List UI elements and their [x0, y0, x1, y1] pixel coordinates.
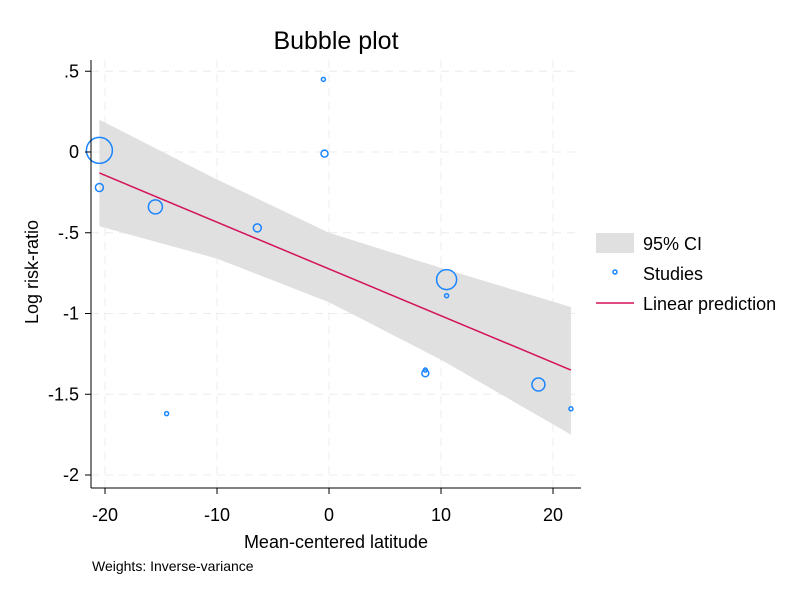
- legend-ci-label: 95% CI: [643, 234, 702, 254]
- study-bubble: [320, 149, 329, 158]
- study-bubble: [568, 406, 574, 412]
- study-bubble: [531, 377, 546, 392]
- y-axis-label: Log risk-ratio: [22, 220, 42, 324]
- x-tick-label: 10: [431, 505, 451, 525]
- x-ticks: -20 -10 0 10 20: [92, 488, 563, 525]
- x-tick-label: 20: [543, 505, 563, 525]
- study-bubble: [421, 369, 430, 378]
- study-bubble: [320, 76, 327, 83]
- y-tick-label: 0: [69, 142, 79, 162]
- studies: [85, 76, 574, 417]
- weights-note: Weights: Inverse-variance: [92, 558, 254, 574]
- study-bubble: [252, 223, 263, 233]
- legend-line-label: Linear prediction: [643, 294, 776, 314]
- x-tick-label: -20: [92, 505, 118, 525]
- y-tick-label: -1.5: [48, 384, 79, 404]
- y-tick-label: -1: [63, 304, 79, 324]
- study-bubble: [85, 136, 114, 165]
- study-bubble: [94, 182, 105, 193]
- y-tick-label: .5: [64, 61, 79, 81]
- y-tick-label: -2: [63, 465, 79, 485]
- legend-ci-swatch: [596, 233, 634, 253]
- prediction-line: [99, 172, 572, 371]
- ci-band: [99, 119, 571, 435]
- legend: 95% CI Studies Linear prediction: [596, 233, 776, 314]
- study-bubble: [443, 292, 450, 299]
- x-axis-label: Mean-centered latitude: [244, 532, 428, 552]
- y-ticks: .5 0 -.5 -1 -1.5 -2: [48, 61, 91, 485]
- linear-prediction: [99, 172, 572, 371]
- legend-studies-label: Studies: [643, 264, 703, 284]
- study-bubble: [435, 268, 458, 291]
- study-bubble: [163, 410, 170, 417]
- ci-polygon: [99, 119, 571, 435]
- legend-studies-marker: [612, 269, 618, 275]
- chart-title: Bubble plot: [273, 27, 398, 55]
- grid: [91, 60, 581, 488]
- x-tick-label: -10: [204, 505, 230, 525]
- x-tick-label: 0: [324, 505, 334, 525]
- study-bubble: [147, 199, 164, 215]
- axes: [90, 60, 581, 489]
- y-tick-label: -.5: [58, 223, 79, 243]
